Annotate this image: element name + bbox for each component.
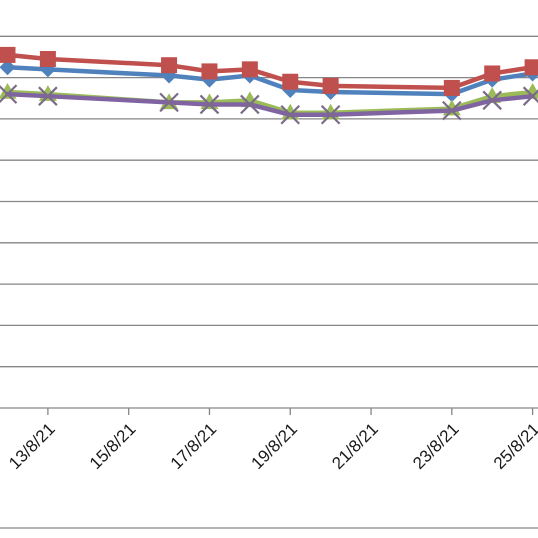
x-axis-ticks [48,408,533,415]
x-tick-label: 17/8/21 [167,419,221,473]
x-axis-labels: 13/8/21 15/8/21 17/8/21 19/8/21 21/8/21 23/8/… [5,419,538,473]
data-point-square [525,59,538,75]
data-point-square [242,61,258,77]
series-layer [0,47,538,124]
x-tick-label: 23/8/21 [409,419,463,473]
data-point-square [201,63,217,79]
data-point-square [282,74,298,90]
x-tick-label: 15/8/21 [86,419,140,473]
data-point-square [40,51,56,67]
data-point-square [0,47,16,63]
x-tick-label: 19/8/21 [248,419,302,473]
data-point-square [161,57,177,73]
data-point-square [484,65,500,81]
x-tick-label: 25/8/21 [490,419,538,473]
data-point-square [444,80,460,96]
x-tick-label: 21/8/21 [328,419,382,473]
data-point-square [323,78,339,94]
x-tick-label: 13/8/21 [5,419,59,473]
